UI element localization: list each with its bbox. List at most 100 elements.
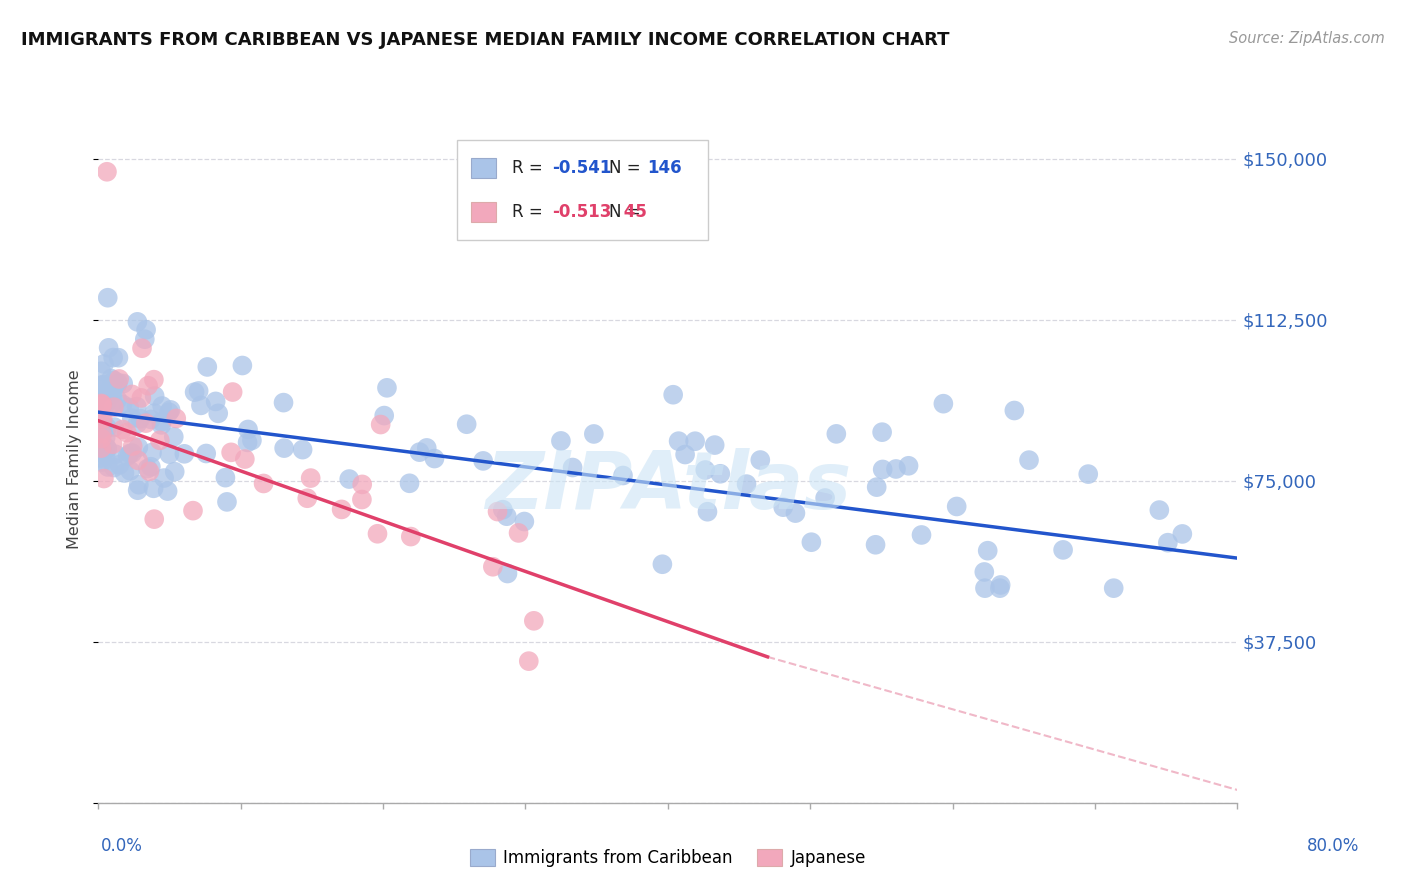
FancyBboxPatch shape — [457, 140, 707, 240]
Point — [350, 492, 373, 507]
Point — [90, 399, 112, 413]
Point — [370, 417, 392, 432]
Point — [492, 502, 515, 516]
Point — [103, 420, 125, 434]
Point — [105, 392, 128, 407]
Text: -0.541: -0.541 — [551, 159, 612, 177]
Point — [139, 459, 162, 474]
Point — [366, 526, 388, 541]
Point — [423, 451, 446, 466]
Point — [195, 446, 218, 460]
Point — [297, 491, 319, 506]
Point — [115, 425, 138, 440]
Point — [814, 491, 837, 505]
Point — [143, 512, 166, 526]
Text: Source: ZipAtlas.com: Source: ZipAtlas.com — [1229, 31, 1385, 46]
Point — [240, 434, 263, 448]
Point — [142, 481, 165, 495]
Point — [93, 471, 115, 485]
Point — [416, 441, 439, 455]
Point — [159, 403, 181, 417]
Point — [139, 412, 162, 426]
Point — [96, 441, 118, 455]
Point — [111, 397, 134, 411]
Point — [785, 506, 807, 520]
Point — [96, 442, 118, 456]
Point — [90, 412, 112, 426]
Point — [233, 452, 256, 467]
Point — [456, 417, 478, 432]
Point — [150, 415, 173, 429]
Point — [100, 371, 122, 385]
Point — [508, 525, 530, 540]
Point — [865, 538, 887, 552]
Point — [97, 459, 120, 474]
Point — [561, 460, 583, 475]
Point — [128, 477, 150, 491]
Point — [127, 453, 149, 467]
Text: R =: R = — [512, 159, 548, 177]
Point — [93, 357, 115, 371]
Text: R =: R = — [512, 202, 548, 220]
Point — [375, 381, 398, 395]
Point — [90, 451, 112, 466]
Point — [337, 472, 360, 486]
Point — [121, 411, 143, 425]
Point — [703, 438, 725, 452]
Point — [101, 351, 124, 365]
Point — [214, 470, 236, 484]
Point — [103, 400, 125, 414]
Point — [103, 460, 125, 475]
Point — [1157, 535, 1180, 549]
Point — [183, 385, 205, 400]
Point — [215, 495, 238, 509]
Point — [111, 422, 134, 436]
Point — [127, 440, 149, 454]
Point — [156, 484, 179, 499]
Point — [273, 441, 295, 455]
Point — [107, 351, 129, 365]
Point — [872, 462, 894, 476]
Point — [118, 401, 141, 415]
Point — [94, 442, 117, 457]
Point — [127, 417, 149, 431]
Point — [143, 389, 166, 403]
Point — [150, 399, 173, 413]
Point — [1002, 403, 1025, 417]
Text: 0.0%: 0.0% — [101, 837, 143, 855]
Point — [112, 466, 135, 480]
Point — [749, 453, 772, 467]
Point — [976, 543, 998, 558]
Point — [94, 431, 117, 445]
Point — [165, 411, 187, 425]
Point — [330, 502, 353, 516]
Point — [236, 435, 259, 450]
Point — [157, 447, 180, 461]
Point — [273, 395, 295, 409]
Point — [143, 406, 166, 420]
Point — [231, 359, 253, 373]
Point — [135, 416, 157, 430]
Point — [496, 566, 519, 581]
Point — [973, 565, 995, 579]
Point — [108, 458, 131, 472]
Point — [1077, 467, 1099, 482]
Point — [134, 332, 156, 346]
Point — [190, 398, 212, 412]
Point — [1149, 503, 1171, 517]
Bar — [471, 158, 496, 178]
Point — [96, 420, 118, 434]
Point — [1171, 527, 1194, 541]
Point — [945, 500, 967, 514]
Point — [582, 426, 605, 441]
Point — [990, 578, 1012, 592]
Point — [90, 426, 112, 441]
Point — [207, 406, 229, 420]
Point — [153, 471, 176, 485]
Point — [107, 376, 129, 390]
Point — [117, 449, 139, 463]
Point — [523, 614, 546, 628]
Point — [482, 559, 505, 574]
Point — [195, 359, 218, 374]
Point — [1018, 453, 1040, 467]
